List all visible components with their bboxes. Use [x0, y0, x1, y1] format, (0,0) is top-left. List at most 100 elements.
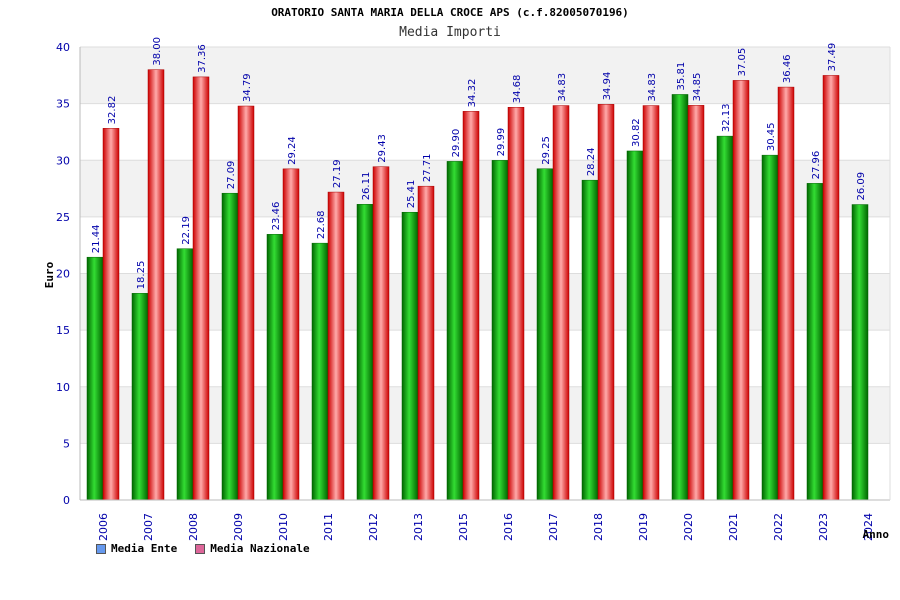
x-tick-label: 2016 — [502, 513, 515, 541]
bar-value-label: 37.49 — [827, 43, 838, 72]
bar-value-label: 34.83 — [647, 73, 658, 102]
bar-value-label: 29.24 — [287, 136, 298, 165]
legend-swatch-nazionale — [195, 543, 206, 554]
bar-media-ente — [311, 242, 329, 501]
x-axis-label: Anno — [863, 528, 890, 541]
x-tick-label: 2013 — [412, 513, 425, 541]
legend: Media Ente Media Nazionale — [96, 542, 310, 555]
bar-media-ente — [716, 135, 734, 501]
grid-band — [80, 47, 890, 104]
x-tick-label: 2006 — [97, 513, 110, 541]
bar-media-ente — [446, 161, 464, 501]
chart-title: ORATORIO SANTA MARIA DELLA CROCE APS (c.… — [271, 6, 629, 19]
bar-value-label: 27.09 — [226, 161, 237, 190]
bar-media-ente — [536, 168, 554, 501]
axes — [79, 47, 891, 501]
bar-media-nazionale — [102, 128, 120, 501]
bar-media-nazionale — [462, 111, 480, 501]
x-tick-label: 2012 — [367, 513, 380, 541]
bar-value-label: 37.05 — [737, 48, 748, 77]
bar-value-label: 30.45 — [766, 123, 777, 152]
bar-media-nazionale — [732, 80, 750, 501]
bar-value-label: 27.71 — [422, 154, 433, 183]
bar-media-nazionale — [417, 185, 435, 501]
legend-swatch-ente — [96, 543, 106, 554]
bar-value-label: 28.24 — [586, 148, 597, 177]
bar-value-label: 29.25 — [541, 136, 552, 165]
bar-value-label: 38.00 — [152, 37, 163, 66]
x-tick-label: 2022 — [772, 513, 785, 541]
x-tick-label: 2008 — [187, 513, 200, 541]
y-tick-label: 30 — [56, 154, 70, 167]
bar-value-label: 34.68 — [512, 75, 523, 104]
bar-value-label: 29.90 — [451, 129, 462, 158]
bar-value-label: 26.11 — [361, 172, 372, 201]
grid-band — [80, 103, 890, 161]
x-tick-label: 2024 — [862, 513, 875, 541]
bar-value-label: 23.46 — [271, 202, 282, 231]
grid-band — [80, 330, 890, 387]
x-tick-label: 2011 — [322, 513, 335, 541]
bar-media-ente — [356, 204, 374, 501]
y-tick-label: 25 — [56, 211, 70, 224]
x-tick-labels: 2006 2007 2008 2009 2010 2011 2012 2013 2015 2016… — [97, 513, 875, 541]
bar-value-label: 36.46 — [782, 54, 793, 83]
chart-subtitle: Media Importi — [399, 25, 501, 40]
x-tick-label: 2021 — [727, 513, 740, 541]
bar-value-label: 32.13 — [721, 103, 732, 132]
y-tick-label: 0 — [63, 494, 70, 507]
bar-media-ente — [581, 179, 599, 501]
grid-band — [80, 216, 890, 274]
y-tick-label: 10 — [56, 381, 70, 394]
bar-media-nazionale — [237, 105, 255, 501]
x-tick-label: 2020 — [682, 513, 695, 541]
legend-label-nazionale: Media Nazionale — [210, 542, 310, 555]
bar-media-nazionale — [327, 191, 345, 501]
bar-media-nazionale — [372, 166, 390, 501]
bar-media-ente — [626, 150, 644, 501]
bar-value-label: 29.43 — [377, 134, 388, 163]
bar-value-label: 30.82 — [631, 118, 642, 147]
bar-media-ente — [491, 160, 509, 501]
bar-media-nazionale — [687, 105, 705, 501]
bar-media-nazionale — [777, 86, 795, 501]
legend-item-ente: Media Ente — [96, 542, 177, 555]
grid-band — [80, 160, 890, 217]
bar-media-ente — [671, 94, 689, 501]
bar-value-label: 21.44 — [91, 225, 102, 254]
y-tick-label: 15 — [56, 324, 70, 337]
bar-value-label: 34.79 — [242, 73, 253, 102]
legend-label-ente: Media Ente — [111, 542, 178, 555]
bar-value-label: 35.81 — [676, 62, 687, 91]
bar-value-label: 32.82 — [107, 96, 118, 125]
y-tick-label: 40 — [56, 41, 70, 54]
bar-value-label: 22.68 — [316, 211, 327, 240]
bar-media-ente — [266, 234, 284, 501]
bar-value-label: 27.96 — [811, 151, 822, 180]
bar-value-label: 34.32 — [467, 79, 478, 108]
x-tick-label: 2018 — [592, 513, 605, 541]
bar-media-nazionale — [597, 104, 615, 501]
bar-value-label: 34.85 — [692, 73, 703, 102]
bar-value-label: 22.19 — [181, 216, 192, 245]
y-tick-label: 35 — [56, 98, 70, 111]
bar-value-label: 26.09 — [856, 172, 867, 201]
x-tick-label: 2010 — [277, 513, 290, 541]
bar-media-ente — [851, 204, 869, 501]
x-tick-label: 2019 — [637, 513, 650, 541]
x-tick-label: 2023 — [817, 513, 830, 541]
bar-media-ente — [761, 154, 779, 501]
bar-media-nazionale — [552, 105, 570, 501]
legend-item-nazionale: Media Nazionale — [195, 542, 310, 555]
bar-media-ente — [221, 192, 239, 501]
bar-value-label: 29.99 — [496, 128, 507, 157]
bar-media-nazionale — [642, 105, 660, 501]
bar-media-nazionale — [282, 168, 300, 501]
bar-media-ente — [401, 211, 419, 501]
bar-media-ente — [131, 293, 149, 501]
bar-value-label: 34.94 — [602, 72, 613, 101]
bar-media-nazionale — [507, 106, 525, 501]
bar-value-label: 18.25 — [136, 261, 147, 290]
bar-value-label: 27.19 — [332, 159, 343, 188]
